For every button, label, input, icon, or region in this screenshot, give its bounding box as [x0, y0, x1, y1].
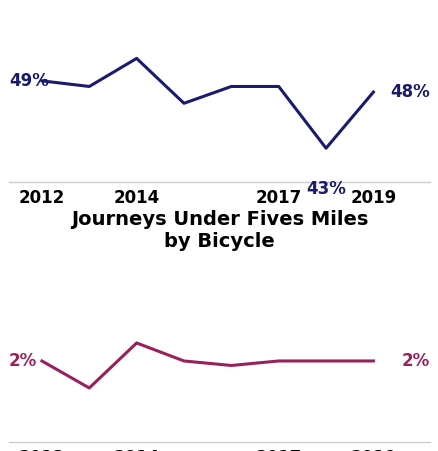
Text: 49%: 49% [9, 72, 49, 90]
Text: 43%: 43% [305, 179, 345, 198]
Text: 2%: 2% [9, 352, 37, 370]
Text: 2%: 2% [401, 352, 429, 370]
Text: 48%: 48% [389, 83, 429, 101]
Text: Journeys Under Fives Miles
by Bicycle: Journeys Under Fives Miles by Bicycle [71, 210, 367, 251]
